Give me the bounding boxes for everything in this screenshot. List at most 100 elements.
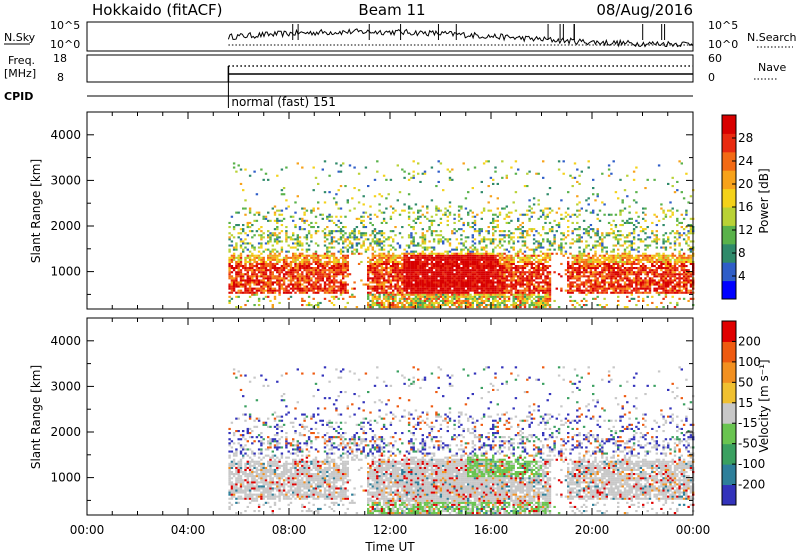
power-cell [519, 256, 522, 259]
power-cell [242, 228, 245, 231]
power-cell [423, 172, 427, 175]
power-cell [467, 191, 470, 194]
power-cell [535, 277, 538, 280]
power-cell [396, 279, 399, 282]
power-cell [378, 281, 381, 284]
power-cell [446, 304, 449, 307]
power-cell [253, 271, 256, 274]
power-cell [512, 306, 515, 309]
power-cell [523, 256, 527, 259]
power-cell [376, 277, 379, 280]
power-cell [337, 269, 340, 272]
power-cell [492, 178, 495, 181]
power-cell [428, 246, 431, 249]
power-cell [544, 258, 547, 261]
power-cell [444, 258, 447, 261]
power-cell [455, 281, 458, 284]
power-cell [419, 289, 422, 292]
power-cell [328, 262, 331, 265]
power-cell [335, 240, 338, 243]
power-cell [255, 277, 259, 280]
power-cell [619, 238, 622, 241]
power-cell [498, 295, 502, 298]
power-cell [523, 277, 527, 280]
power-cell [319, 262, 322, 265]
power-cell [332, 287, 336, 290]
power-cell [451, 275, 454, 278]
power-cell [476, 279, 479, 282]
power-cell [453, 295, 456, 298]
power-cell [437, 267, 440, 270]
power-cell [451, 304, 454, 307]
power-cell [507, 306, 511, 309]
power-cell [451, 232, 454, 235]
power-cell [446, 269, 449, 272]
power-cell [367, 185, 370, 188]
power-cell [310, 285, 313, 288]
power-cell [614, 260, 618, 263]
power-cell [367, 267, 370, 270]
power-cell [632, 170, 636, 173]
power-cell [312, 267, 315, 270]
power-cell [473, 254, 477, 257]
power-cell [437, 238, 440, 241]
power-cell [373, 260, 377, 263]
power-cell [287, 256, 290, 259]
power-cell [642, 279, 645, 282]
power-cell [589, 228, 593, 231]
power-cell [473, 269, 477, 272]
power-cell [410, 299, 413, 302]
power-cell [389, 265, 393, 268]
freq-label: Freq. [8, 54, 35, 67]
power-cell [496, 265, 499, 268]
power-cell [503, 293, 506, 296]
power-cell [480, 252, 483, 255]
power-cell [260, 230, 263, 233]
power-cell [528, 170, 531, 173]
power-cell [537, 203, 540, 206]
power-cell [303, 269, 306, 272]
power-cell [571, 256, 574, 259]
power-cell [548, 221, 552, 224]
power-cell [405, 285, 409, 288]
power-cell [471, 215, 474, 218]
power-cell [239, 254, 243, 257]
power-cell [364, 166, 368, 169]
power-cell [428, 285, 431, 288]
power-cell [460, 260, 463, 263]
power-cell [442, 283, 445, 286]
power-cell [469, 295, 472, 298]
power-cell [353, 287, 356, 290]
power-cell [576, 209, 579, 212]
power-cell [414, 291, 418, 294]
power-cell [405, 293, 409, 296]
power-cell [503, 265, 506, 268]
power-cell [603, 271, 606, 274]
power-cell [639, 285, 643, 288]
power-cell [532, 238, 536, 241]
power-cell [323, 283, 327, 286]
power-cell [289, 287, 293, 290]
power-cell [417, 289, 420, 292]
power-cell [582, 297, 586, 300]
power-cell [367, 297, 370, 300]
power-cell [405, 283, 409, 286]
power-cell [444, 262, 447, 265]
power-cell [617, 197, 620, 200]
power-cell [269, 273, 272, 276]
power-cell [253, 265, 256, 268]
power-cell [319, 287, 322, 290]
power-cell [439, 277, 443, 280]
power-cell [587, 285, 590, 288]
power-cell [498, 293, 502, 296]
power-cell [344, 265, 347, 268]
power-cell [421, 205, 424, 208]
power-cell [242, 265, 245, 268]
power-cell [526, 285, 529, 288]
power-cell [628, 211, 631, 214]
power-cell [301, 277, 304, 280]
power-cell [592, 285, 595, 288]
power-cell [330, 269, 334, 272]
power-cell [619, 285, 622, 288]
power-cell [594, 199, 597, 202]
